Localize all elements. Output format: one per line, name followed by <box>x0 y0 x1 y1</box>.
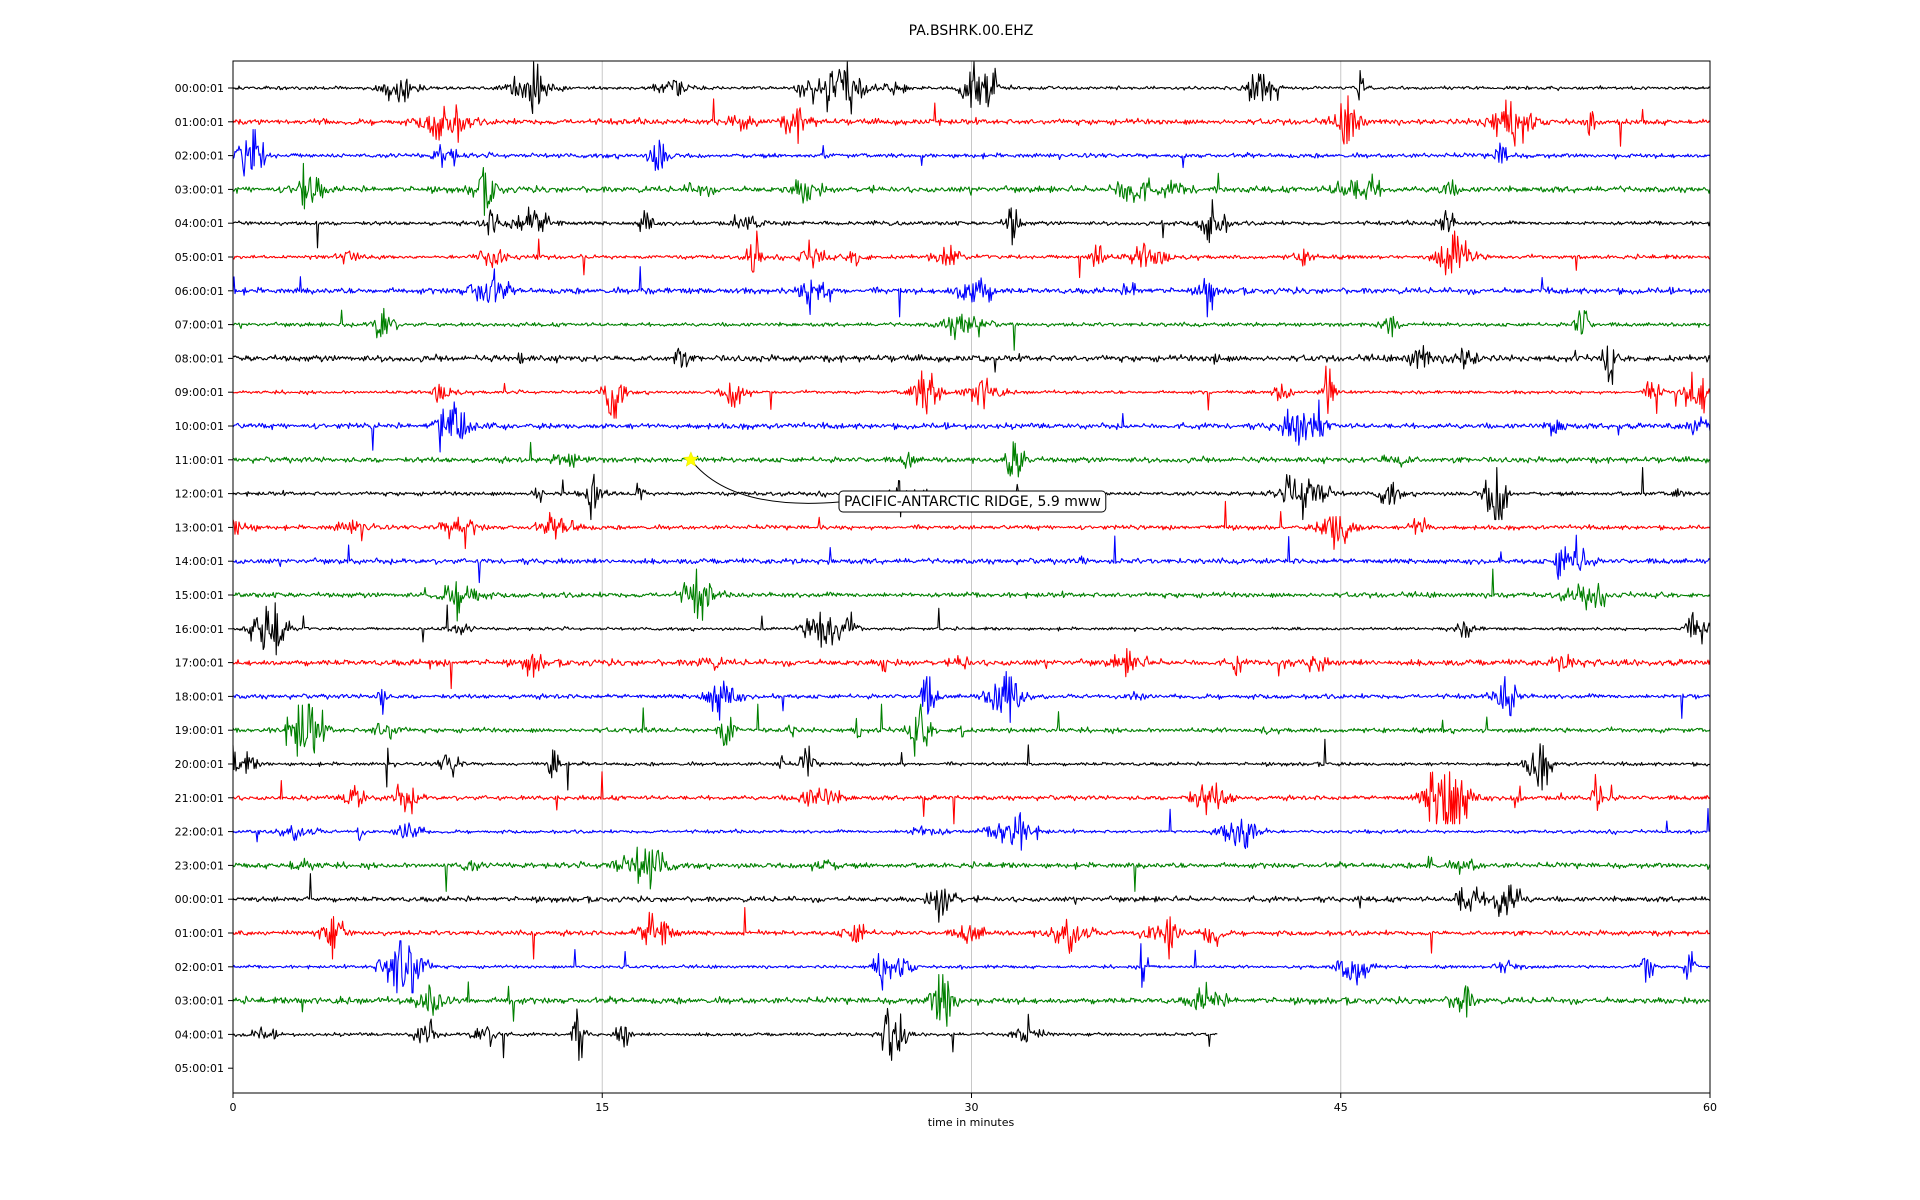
x-tick-label-3: 45 <box>1334 1101 1348 1114</box>
x-tick-label-4: 60 <box>1703 1101 1717 1114</box>
trace-row-5 <box>232 230 1711 279</box>
trace-row-11 <box>232 441 1711 478</box>
trace-row-2 <box>232 129 1711 177</box>
trace-row-10 <box>232 399 1711 453</box>
trace-row-8 <box>232 345 1711 385</box>
seismic-traces <box>232 61 1711 1061</box>
chart-title: PA.BSHRK.00.EHZ <box>909 23 1034 39</box>
row-label-22: 22:00:01 <box>175 826 224 839</box>
trace-row-6 <box>232 266 1711 318</box>
trace-row-27 <box>232 974 1711 1027</box>
x-tick-label-1: 15 <box>595 1101 609 1114</box>
row-label-28: 04:00:01 <box>175 1028 224 1041</box>
row-label-6: 06:00:01 <box>175 285 224 298</box>
row-label-25: 01:00:01 <box>175 927 224 940</box>
trace-row-0 <box>232 61 1711 115</box>
row-label-11: 11:00:01 <box>175 454 224 467</box>
event-annotation: PACIFIC-ANTARCTIC RIDGE, 5.9 mww <box>682 451 1107 513</box>
row-label-16: 16:00:01 <box>175 623 224 636</box>
row-label-29: 05:00:01 <box>175 1062 224 1075</box>
trace-row-21 <box>232 771 1711 825</box>
trace-row-7 <box>232 307 1711 351</box>
row-label-1: 01:00:01 <box>175 116 224 129</box>
annotation-box <box>838 490 1107 513</box>
trace-row-20 <box>232 738 1711 791</box>
row-label-24: 00:00:01 <box>175 893 224 906</box>
row-label-7: 07:00:01 <box>175 319 224 332</box>
trace-row-19 <box>232 703 1711 757</box>
trace-row-25 <box>232 906 1711 960</box>
row-label-12: 12:00:01 <box>175 488 224 501</box>
trace-row-16 <box>232 602 1711 656</box>
x-axis-ticks: 0 15 30 45 60 <box>230 1093 1717 1114</box>
trace-row-22 <box>232 807 1711 851</box>
trace-row-24 <box>232 873 1711 923</box>
row-label-10: 10:00:01 <box>175 420 224 433</box>
grid-lines <box>601 61 1342 1093</box>
trace-row-18 <box>232 670 1711 723</box>
annotation-leader-line <box>690 459 840 504</box>
trace-row-3 <box>232 162 1711 216</box>
row-label-21: 21:00:01 <box>175 792 224 805</box>
row-label-13: 13:00:01 <box>175 521 224 534</box>
x-axis-label: time in minutes <box>928 1116 1015 1129</box>
row-label-26: 02:00:01 <box>175 961 224 974</box>
row-label-14: 14:00:01 <box>175 555 224 568</box>
row-label-15: 15:00:01 <box>175 589 224 602</box>
trace-row-17 <box>232 648 1711 690</box>
row-label-27: 03:00:01 <box>175 995 224 1008</box>
row-label-17: 17:00:01 <box>175 657 224 670</box>
trace-row-1 <box>232 95 1711 147</box>
trace-row-15 <box>232 568 1711 622</box>
trace-row-23 <box>232 846 1711 892</box>
row-label-5: 05:00:01 <box>175 251 224 264</box>
row-label-23: 23:00:01 <box>175 859 224 872</box>
trace-row-14 <box>232 534 1711 584</box>
row-label-18: 18:00:01 <box>175 690 224 703</box>
row-label-8: 08:00:01 <box>175 352 224 365</box>
trace-row-4 <box>232 199 1711 249</box>
annotation-label: PACIFIC-ANTARCTIC RIDGE, 5.9 mww <box>844 494 1101 510</box>
row-label-0: 00:00:01 <box>175 82 224 95</box>
row-label-9: 09:00:01 <box>175 386 224 399</box>
x-tick-label-2: 30 <box>965 1101 979 1114</box>
trace-row-26 <box>232 940 1711 994</box>
row-label-20: 20:00:01 <box>175 758 224 771</box>
row-label-19: 19:00:01 <box>175 724 224 737</box>
row-labels: 00:00:01 01:00:01 02:00:01 03:00:01 04:00:01… <box>175 82 233 1075</box>
trace-row-9 <box>232 365 1711 419</box>
trace-row-28 <box>232 1007 1218 1061</box>
row-label-2: 02:00:01 <box>175 150 224 163</box>
event-star-marker <box>682 451 700 467</box>
row-label-4: 04:00:01 <box>175 217 224 230</box>
trace-row-13 <box>232 500 1711 550</box>
x-tick-label-0: 0 <box>230 1101 237 1114</box>
row-label-3: 03:00:01 <box>175 183 224 196</box>
